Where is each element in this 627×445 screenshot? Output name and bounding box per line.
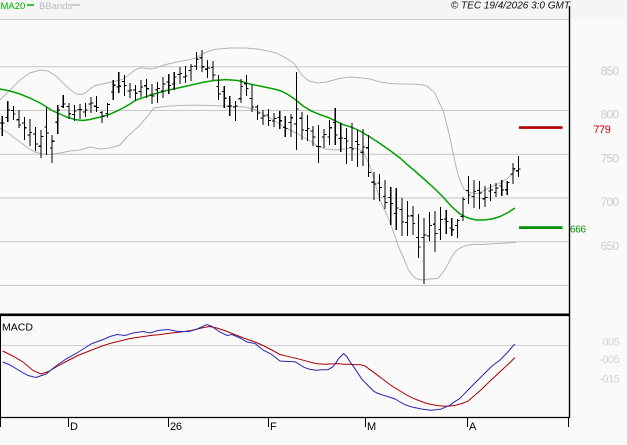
svg-text:850: 850 <box>601 64 620 78</box>
svg-text:779: 779 <box>593 124 610 136</box>
svg-text:26: 26 <box>170 421 182 433</box>
svg-text:800: 800 <box>601 108 620 122</box>
svg-text:MACD: MACD <box>2 322 33 334</box>
svg-text:A: A <box>469 421 477 433</box>
svg-text:650: 650 <box>601 239 620 253</box>
svg-text:D: D <box>70 421 78 433</box>
svg-text:MA20: MA20 <box>1 1 26 12</box>
svg-text:750: 750 <box>601 152 620 166</box>
svg-text:BBands: BBands <box>39 1 73 12</box>
svg-text:700: 700 <box>601 195 620 209</box>
svg-text:M: M <box>367 421 376 433</box>
svg-text:© TEC 19/4/2026 3:0 GMT: © TEC 19/4/2026 3:0 GMT <box>451 1 571 12</box>
svg-text:F: F <box>270 421 277 433</box>
svg-text:-005: -005 <box>599 354 620 366</box>
svg-text:-015: -015 <box>599 374 620 386</box>
svg-text:666: 666 <box>570 225 587 236</box>
svg-text:005: 005 <box>602 337 619 349</box>
